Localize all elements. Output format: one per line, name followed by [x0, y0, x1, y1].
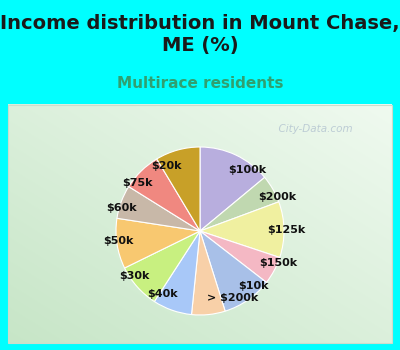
Wedge shape	[116, 218, 200, 268]
Wedge shape	[154, 231, 200, 315]
Wedge shape	[200, 231, 266, 311]
Text: $10k: $10k	[238, 281, 269, 291]
Text: $60k: $60k	[106, 203, 137, 213]
Text: $40k: $40k	[147, 289, 178, 299]
Text: $125k: $125k	[267, 225, 306, 235]
Wedge shape	[200, 231, 280, 282]
Text: $50k: $50k	[103, 236, 134, 246]
Text: $30k: $30k	[119, 271, 150, 281]
Text: $100k: $100k	[228, 165, 267, 175]
Wedge shape	[157, 147, 200, 231]
Text: $20k: $20k	[152, 161, 182, 171]
Text: $75k: $75k	[122, 178, 153, 188]
Text: > $200k: > $200k	[207, 293, 258, 303]
Bar	[8, 105, 392, 343]
Text: $150k: $150k	[259, 258, 298, 268]
Text: Income distribution in Mount Chase,
ME (%): Income distribution in Mount Chase, ME (…	[0, 14, 400, 56]
Wedge shape	[117, 187, 200, 231]
Wedge shape	[124, 231, 200, 302]
Wedge shape	[192, 231, 225, 315]
Wedge shape	[129, 159, 200, 231]
Text: Multirace residents: Multirace residents	[117, 77, 283, 91]
Wedge shape	[200, 177, 279, 231]
Text: $200k: $200k	[258, 193, 296, 202]
Wedge shape	[200, 202, 284, 258]
Wedge shape	[200, 147, 265, 231]
Text: City-Data.com: City-Data.com	[272, 125, 352, 134]
